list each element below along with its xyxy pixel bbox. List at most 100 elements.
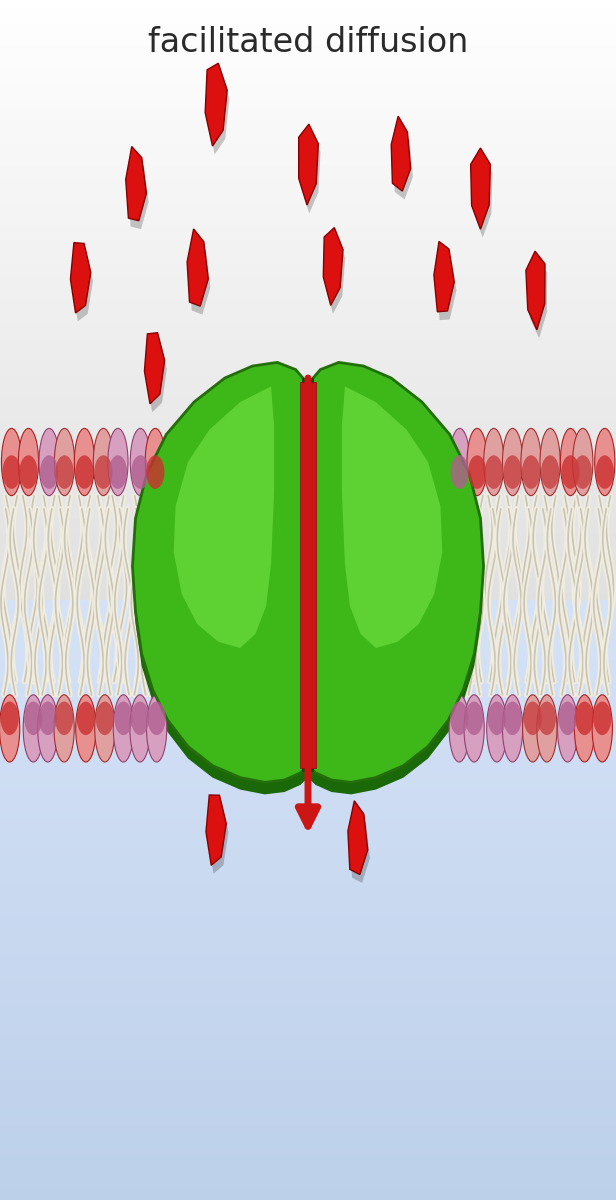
Ellipse shape (77, 702, 95, 736)
Bar (0, 74, 616, 83)
Ellipse shape (593, 702, 611, 736)
Bar (0, 967, 616, 974)
Bar (0, 946, 616, 953)
Bar (0, 577, 616, 584)
Bar (0, 367, 616, 374)
Polygon shape (471, 148, 490, 229)
Bar (0, 983, 616, 990)
Bar (0, 990, 616, 997)
Polygon shape (308, 374, 484, 794)
Bar (0, 667, 616, 674)
Bar (0, 893, 616, 900)
Bar (0, 97, 616, 104)
Bar (0, 1050, 616, 1057)
Bar (0, 494, 616, 503)
Bar (0, 277, 616, 284)
Bar (0, 1027, 616, 1034)
Bar (0, 307, 616, 314)
Ellipse shape (95, 695, 115, 762)
Bar (0, 1163, 616, 1170)
Bar (0, 203, 616, 210)
Ellipse shape (94, 455, 113, 488)
Polygon shape (526, 251, 545, 330)
Bar (0, 127, 616, 134)
Ellipse shape (594, 428, 615, 496)
Bar (0, 187, 616, 194)
Bar (0, 83, 616, 90)
Ellipse shape (55, 455, 73, 488)
Bar (0, 1066, 616, 1073)
Bar (0, 540, 616, 547)
Polygon shape (350, 809, 370, 883)
Ellipse shape (1, 428, 22, 496)
Bar (0, 60, 616, 67)
Bar (0, 226, 616, 233)
Polygon shape (323, 228, 343, 305)
Bar (0, 487, 616, 494)
Polygon shape (208, 803, 229, 874)
Bar (0, 23, 616, 30)
Bar (0, 510, 616, 517)
Ellipse shape (464, 695, 484, 762)
Polygon shape (147, 341, 167, 413)
Ellipse shape (574, 695, 594, 762)
Bar (0, 1126, 616, 1133)
Ellipse shape (596, 455, 614, 488)
Bar (0, 1006, 616, 1013)
Bar (0, 630, 616, 637)
Ellipse shape (75, 455, 94, 488)
Bar (0, 1186, 616, 1193)
Ellipse shape (0, 695, 20, 762)
Ellipse shape (75, 428, 95, 496)
Bar (0, 683, 616, 690)
Ellipse shape (573, 428, 593, 496)
Bar (0, 457, 616, 464)
Bar (0, 374, 616, 383)
Bar (0, 1094, 616, 1103)
Bar (0, 143, 616, 150)
Bar (0, 270, 616, 277)
Polygon shape (299, 124, 318, 205)
Bar (0, 833, 616, 840)
Bar (0, 464, 616, 473)
Bar (0, 346, 616, 353)
Bar (0, 974, 616, 983)
Bar (0, 593, 616, 600)
Bar (0, 503, 616, 510)
Polygon shape (128, 155, 148, 229)
Ellipse shape (130, 428, 150, 496)
Bar (0, 90, 616, 97)
Ellipse shape (503, 695, 523, 762)
Bar (0, 293, 616, 300)
Bar (0, 734, 616, 743)
Bar (0, 164, 616, 173)
Ellipse shape (38, 695, 58, 762)
Bar (0, 120, 616, 127)
Bar (0, 1170, 616, 1177)
Ellipse shape (23, 695, 43, 762)
Ellipse shape (147, 695, 167, 762)
Bar (0, 173, 616, 180)
Bar (0, 743, 616, 750)
Ellipse shape (449, 695, 469, 762)
Ellipse shape (54, 428, 75, 496)
Bar (0, 1080, 616, 1087)
Ellipse shape (468, 455, 486, 488)
Polygon shape (434, 241, 454, 312)
Bar (0, 113, 616, 120)
Ellipse shape (561, 455, 580, 488)
Bar (0, 180, 616, 187)
Bar (0, 713, 616, 720)
Polygon shape (73, 251, 93, 322)
Bar (0, 7, 616, 14)
Ellipse shape (522, 695, 543, 762)
Bar (0, 104, 616, 113)
Bar (0, 217, 616, 226)
Bar (0, 533, 616, 540)
Bar (0, 240, 616, 247)
Ellipse shape (524, 702, 542, 736)
Polygon shape (174, 386, 274, 648)
Bar (0, 1043, 616, 1050)
Bar (0, 923, 616, 930)
Bar (0, 937, 616, 946)
